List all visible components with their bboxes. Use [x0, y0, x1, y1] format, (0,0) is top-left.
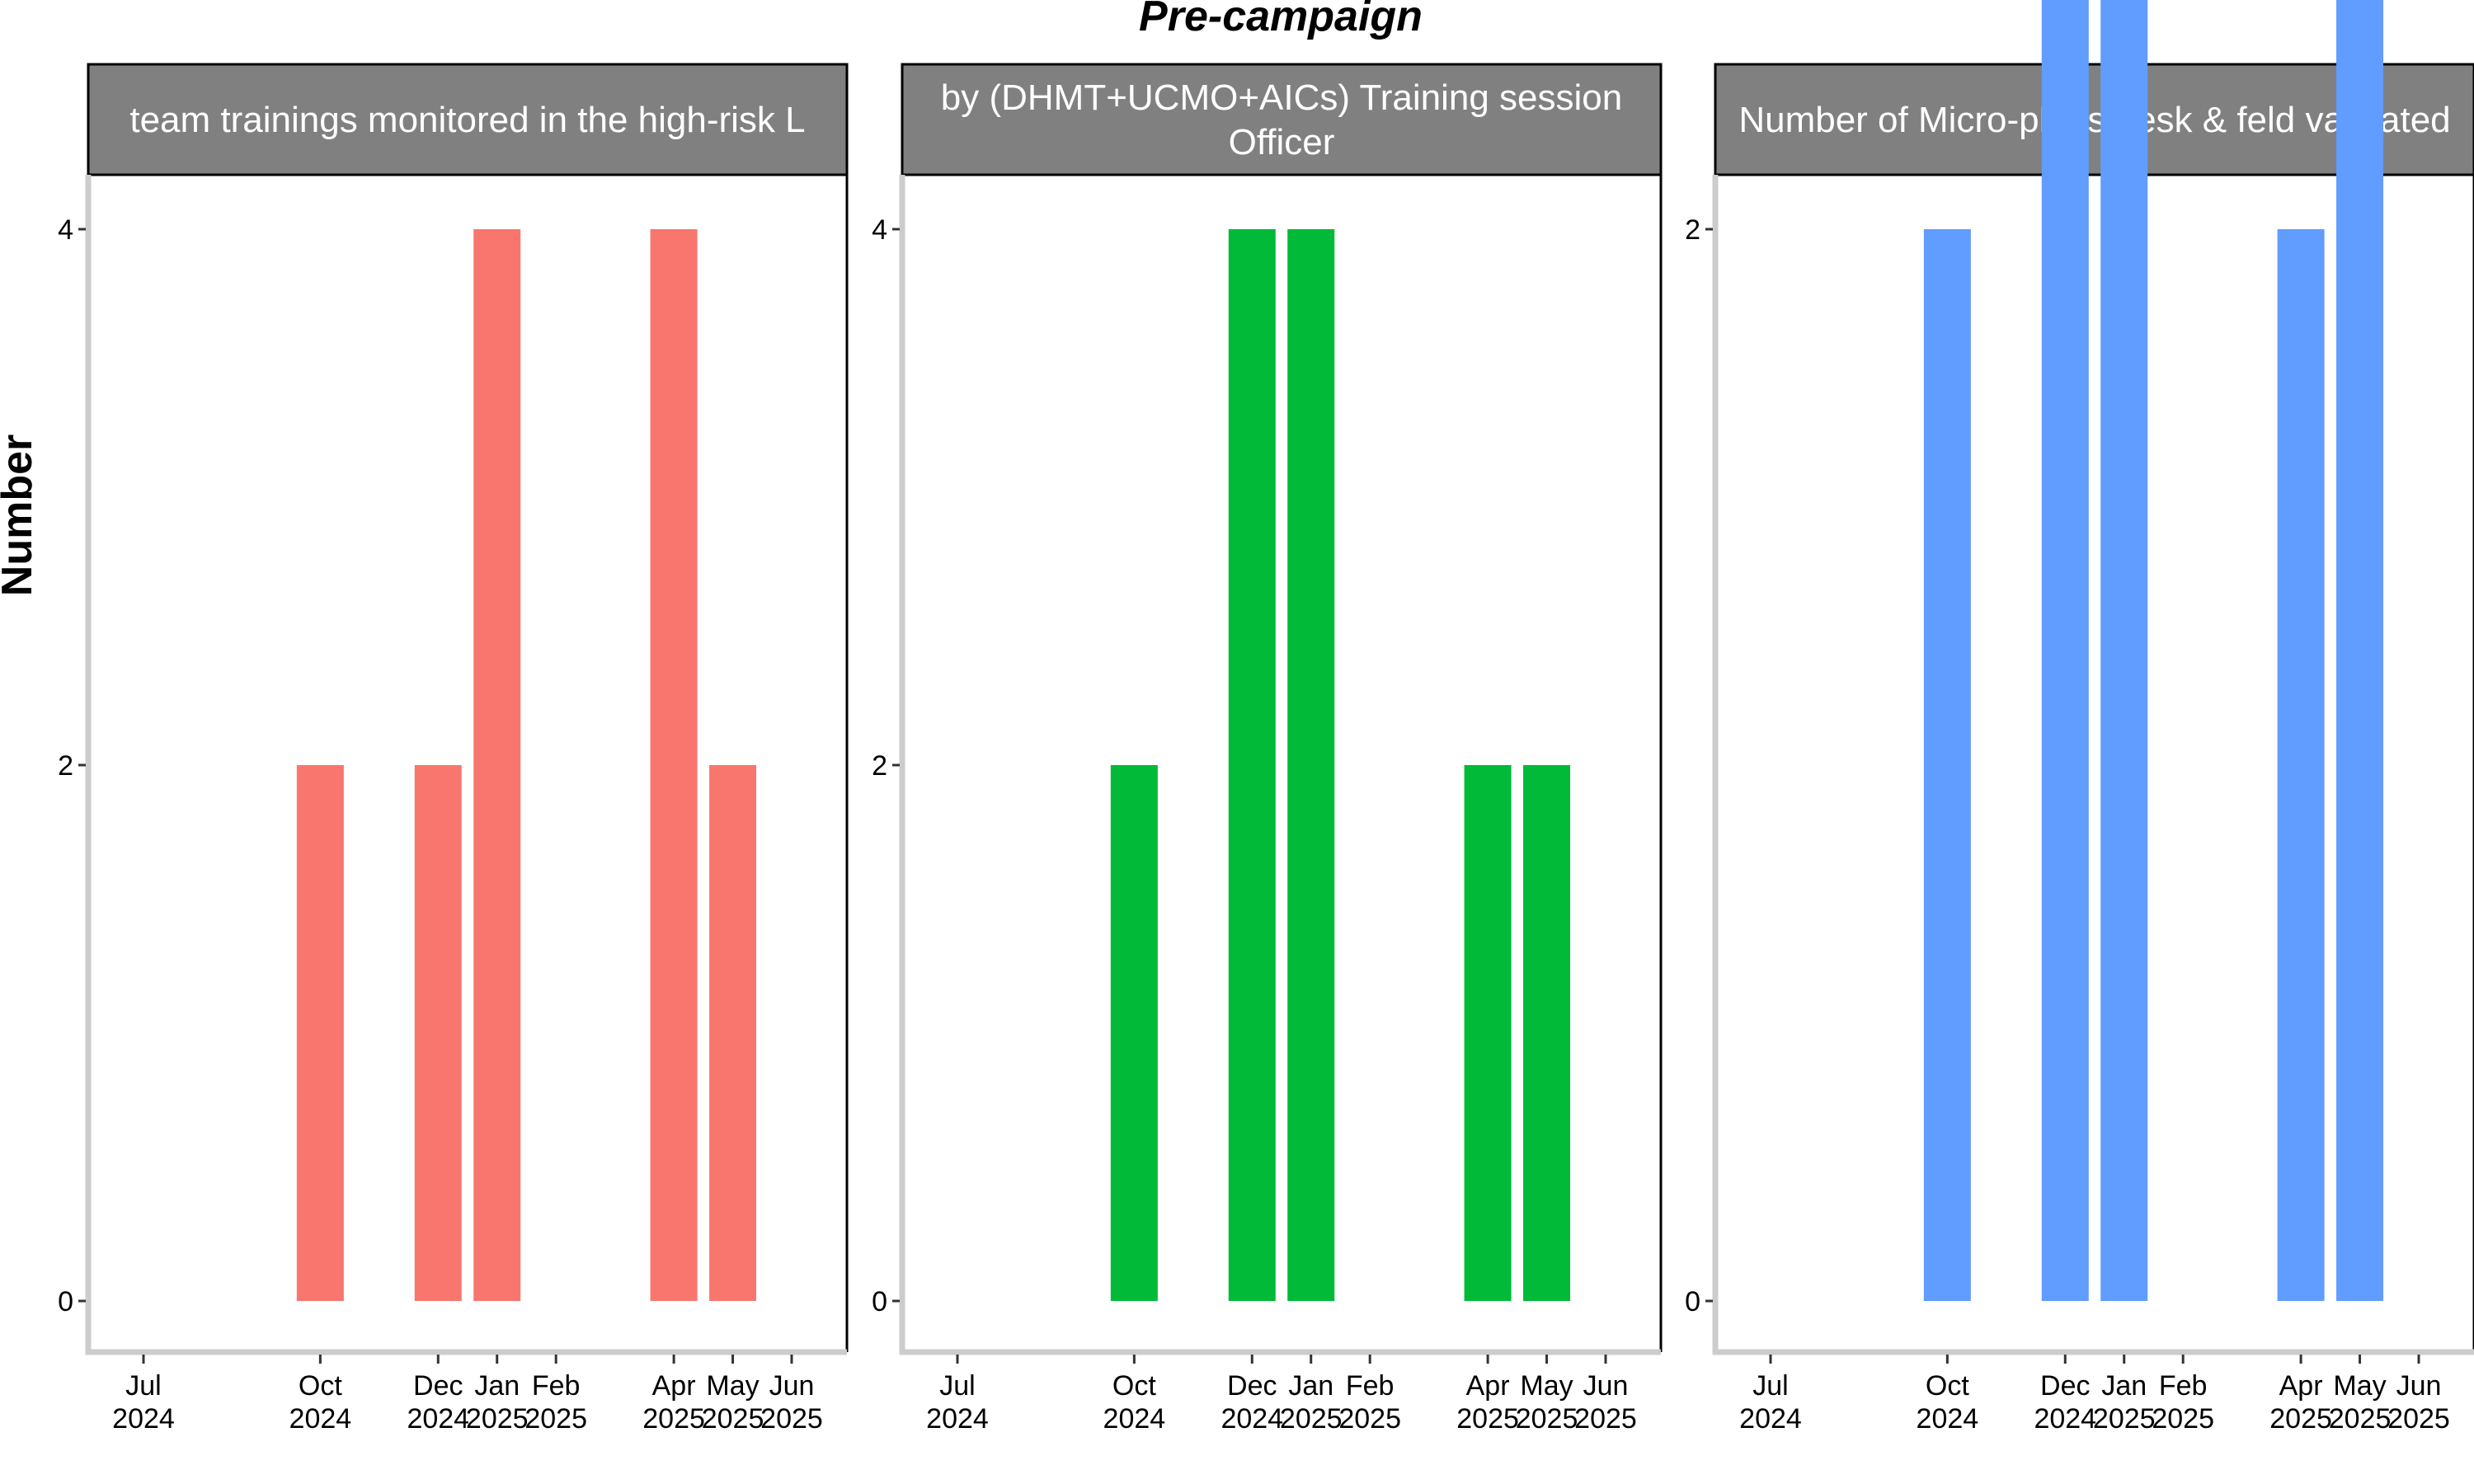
y-axis-label: Number	[0, 434, 41, 596]
bar	[1287, 229, 1335, 1301]
facet-strip-label: Officer	[1229, 122, 1335, 162]
y-tick-label: 2	[872, 750, 887, 782]
bar	[709, 765, 757, 1301]
x-tick-label-month: Oct	[1926, 1370, 1969, 1402]
x-tick-label-year: 2024	[1103, 1403, 1166, 1435]
x-tick-label-year: 2025	[524, 1403, 587, 1435]
y-tick-label: 0	[58, 1286, 73, 1317]
x-tick-label-month: Jun	[1583, 1370, 1629, 1402]
x-tick-label-month: Feb	[1346, 1370, 1395, 1402]
facet-strip	[87, 63, 849, 176]
x-tick-label-year: 2025	[760, 1403, 823, 1435]
bar	[1110, 765, 1158, 1301]
x-tick-label-month: Apr	[2279, 1370, 2323, 1402]
x-tick-label-year: 2025	[2093, 1403, 2156, 1435]
x-tick-label-month: Jan	[1288, 1370, 1333, 1402]
bar	[1523, 765, 1571, 1301]
facet-strip-label: team trainings monitored in the high-ris…	[129, 100, 805, 140]
bar	[2277, 229, 2325, 1301]
facet-strip-label: Number of Micro-plans desk & feld valida…	[1738, 100, 2450, 140]
x-tick-label-month: Jan	[474, 1370, 520, 1402]
x-tick-label-month: Jul	[1752, 1370, 1788, 1402]
x-tick-label-year: 2024	[112, 1403, 175, 1435]
x-tick-label-month: Jul	[939, 1370, 975, 1402]
facet-strip-label: by (DHMT+UCMO+AICs) Training session	[941, 77, 1622, 118]
panels-group: team trainings monitored in the high-ris…	[58, 0, 2474, 1435]
x-tick-label-year: 2025	[2387, 1403, 2450, 1435]
x-tick-label-month: May	[1520, 1370, 1573, 1402]
bar	[1228, 229, 1276, 1301]
bar	[473, 229, 521, 1301]
x-tick-label-year: 2024	[1917, 1403, 1979, 1435]
x-tick-label-month: Apr	[1466, 1370, 1510, 1402]
bar	[2100, 0, 2148, 1301]
x-tick-label-year: 2024	[407, 1403, 469, 1435]
y-tick-label: 0	[1685, 1286, 1700, 1317]
x-tick-label-year: 2025	[702, 1403, 764, 1435]
x-tick-label-month: Feb	[2159, 1370, 2208, 1402]
x-tick-label-year: 2024	[1739, 1403, 1802, 1435]
x-tick-label-year: 2025	[1280, 1403, 1343, 1435]
x-tick-label-month: Jul	[125, 1370, 161, 1402]
x-tick-label-year: 2024	[289, 1403, 352, 1435]
y-tick-label: 2	[1685, 214, 1700, 246]
x-tick-label-month: Oct	[299, 1370, 342, 1402]
bar	[1923, 229, 1971, 1301]
x-tick-label-month: Jan	[2101, 1370, 2147, 1402]
x-tick-label-month: May	[706, 1370, 759, 1402]
x-tick-label-year: 2025	[1338, 1403, 1401, 1435]
y-tick-label: 0	[872, 1286, 887, 1317]
chart-title: Pre-campaign	[1139, 0, 1423, 40]
x-tick-label-year: 2025	[1574, 1403, 1637, 1435]
bar	[296, 765, 344, 1301]
x-tick-label-month: Dec	[1227, 1370, 1277, 1402]
x-tick-label-month: Feb	[532, 1370, 581, 1402]
panel-1: team trainings monitored in the high-ris…	[58, 63, 849, 1435]
x-tick-label-year: 2025	[2329, 1403, 2392, 1435]
bar	[650, 229, 698, 1301]
x-tick-label-year: 2025	[642, 1403, 705, 1435]
panel-3: Number of Micro-plans desk & feld valida…	[1685, 0, 2474, 1435]
x-tick-label-year: 2025	[1456, 1403, 1519, 1435]
y-tick-label: 4	[58, 214, 73, 246]
x-tick-label-year: 2025	[2269, 1403, 2332, 1435]
bar	[1464, 765, 1512, 1301]
y-tick-label: 4	[872, 214, 887, 246]
x-tick-label-month: Jun	[2396, 1370, 2442, 1402]
facet-strip	[901, 63, 1663, 176]
x-tick-label-year: 2025	[1516, 1403, 1578, 1435]
y-tick-label: 2	[58, 750, 73, 782]
bar	[414, 765, 462, 1301]
x-tick-label-month: Oct	[1112, 1370, 1156, 1402]
x-tick-label-month: Jun	[769, 1370, 815, 1402]
x-tick-label-year: 2024	[2034, 1403, 2096, 1435]
x-tick-label-month: Apr	[652, 1370, 696, 1402]
x-tick-label-month: Dec	[413, 1370, 463, 1402]
panel-2: by (DHMT+UCMO+AICs) Training sessionOffi…	[872, 63, 1663, 1435]
x-tick-label-month: May	[2333, 1370, 2386, 1402]
x-tick-label-year: 2025	[466, 1403, 529, 1435]
bar	[2336, 0, 2384, 1301]
x-tick-label-month: Dec	[2040, 1370, 2090, 1402]
x-tick-label-year: 2024	[926, 1403, 989, 1435]
x-tick-label-year: 2024	[1221, 1403, 1283, 1435]
x-tick-label-year: 2025	[2152, 1403, 2214, 1435]
bar	[2041, 0, 2089, 1301]
